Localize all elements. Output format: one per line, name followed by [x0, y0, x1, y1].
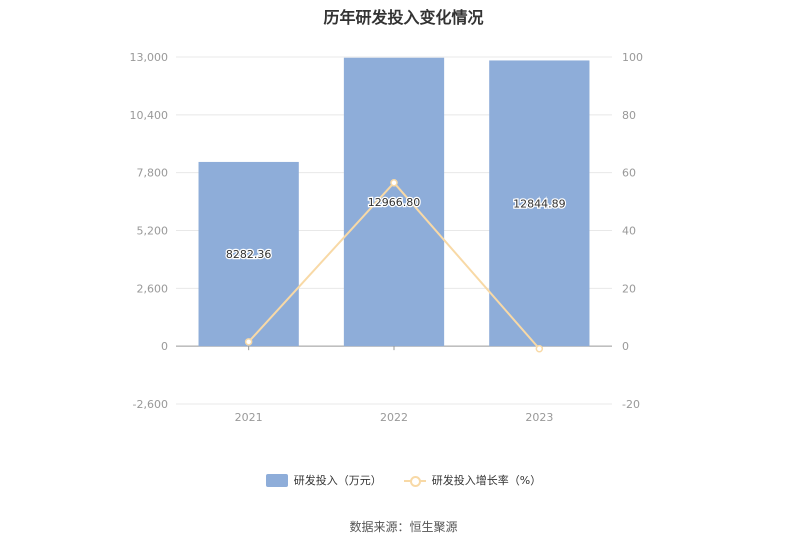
legend: 研发投入（万元） 研发投入增长率（%） [0, 472, 807, 488]
legend-label-growth-rate: 研发投入增长率（%） [431, 474, 542, 487]
bar [343, 57, 445, 347]
growth-rate-point [244, 338, 253, 346]
y-right-tick-label: 60 [622, 167, 636, 180]
legend-item-growth-rate[interactable]: 研发投入增长率（%） [403, 472, 542, 488]
y-right-tick-label: 80 [622, 109, 636, 122]
legend-swatch-bar [265, 473, 288, 487]
growth-rate-point [535, 345, 544, 353]
y-left-tick-label: 7,800 [137, 167, 169, 180]
y-left-tick-label: 13,000 [130, 51, 169, 64]
data-source: 数据来源：恒生聚源 [349, 520, 458, 534]
x-tick-label: 2022 [380, 411, 408, 424]
bar-data-label: 12844.89 [513, 197, 566, 210]
y-right-tick-label: 100 [622, 51, 643, 64]
y-left-tick-label: 2,600 [137, 282, 169, 295]
legend-item-rd-investment[interactable]: 研发投入（万元） [265, 472, 382, 488]
y-right-tick-label: 40 [622, 225, 636, 238]
bar [489, 60, 590, 347]
y-left-tick-label: 10,400 [130, 109, 169, 122]
y-left-tick-label: 0 [161, 340, 168, 353]
legend-label-rd-investment: 研发投入（万元） [293, 474, 382, 487]
chart-title: 历年研发投入变化情况 [323, 8, 484, 27]
legend-swatch-line [403, 474, 426, 487]
bar [198, 161, 299, 347]
y-right-tick-label: 20 [622, 282, 636, 295]
bar-data-label: 8282.36 [226, 248, 272, 261]
x-tick-label: 2023 [525, 411, 553, 424]
y-left-tick-label: 5,200 [137, 225, 169, 238]
y-right-tick-label: -20 [622, 398, 640, 411]
x-tick-label: 2021 [235, 411, 263, 424]
y-left-tick-label: -2,600 [133, 398, 168, 411]
y-right-tick-label: 0 [622, 340, 629, 353]
bar-data-label: 12966.80 [368, 196, 421, 209]
growth-rate-point [390, 179, 398, 187]
